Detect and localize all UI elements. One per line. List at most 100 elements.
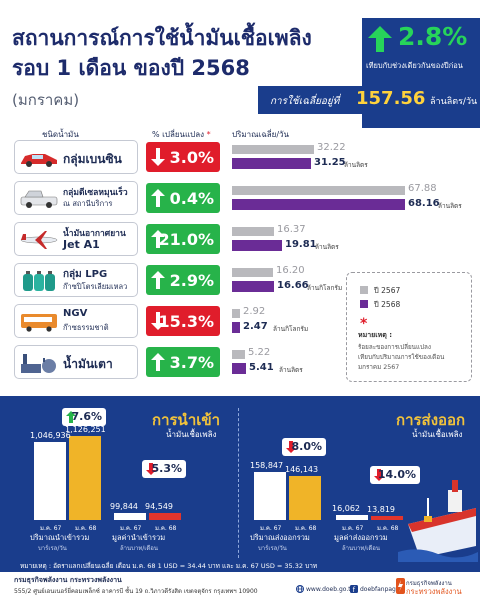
average-usage-value: 157.56: [356, 88, 426, 109]
exchange-rate-note: หมายเหตุ : อัตราแลกเปลี่ยนเฉลี่ย เดือน ม…: [20, 562, 318, 570]
value-jan-68: 94,549: [145, 502, 173, 511]
comparison-caption: เทียบกับช่วงเดียวกันของปีก่อน: [366, 61, 463, 70]
change-value: 7.6%: [71, 410, 102, 423]
export-subtitle: น้ำมันเชื้อเพลิง: [412, 430, 463, 439]
column-header-change-label: % เปลี่ยนแปลง: [152, 130, 205, 139]
arrow-down-icon: [151, 148, 165, 166]
ministry-logo-text-1: กรมธุรกิจพลังงาน: [406, 580, 452, 587]
note-line: มกราคม 2567: [358, 364, 400, 371]
value-2568: 2.47: [243, 321, 268, 332]
fuel-subname: Jet A1: [63, 238, 100, 251]
bar-jan-67: [34, 442, 66, 520]
note-star: *: [360, 316, 368, 332]
facebook-link[interactable]: doebfanpage: [360, 586, 400, 593]
panel-divider: [238, 408, 239, 558]
page-title-line1: สถานการณ์การใช้น้ำมันเชื้อเพลิง: [12, 26, 312, 50]
x-label-jan-67: ม.ค. 67: [260, 525, 282, 532]
value-2568: 31.25: [314, 157, 346, 168]
change-value: 21.0%: [158, 230, 214, 249]
column-header-change: % เปลี่ยนแปลง *: [152, 128, 211, 141]
website-link[interactable]: www.doeb.go.th: [306, 586, 355, 593]
group-sublabel: บาร์เรล/วัน: [258, 545, 287, 552]
group-label: มูลค่านำเข้ารวม: [112, 533, 166, 542]
bar-2567: [232, 227, 274, 236]
arrow-up-icon: [151, 230, 165, 248]
average-usage-banner: [258, 86, 480, 114]
fuel-card: NGV ก๊าซธรรมชาติ: [14, 304, 138, 338]
fuel-name: กลุ่มเบนซิน: [63, 152, 122, 166]
value-jan-67: 99,844: [110, 502, 138, 511]
bar-2567: [232, 186, 405, 195]
column-header-change-star: *: [206, 130, 211, 139]
legend-label-2567: ปี 2567: [374, 286, 401, 295]
ministry-logo-icon: [396, 578, 405, 594]
change-badge: 7.6%: [62, 408, 106, 426]
fuel-subname: ก๊าซธรรมชาติ: [63, 323, 109, 332]
x-label-jan-68: ม.ค. 68: [75, 525, 97, 532]
note-line: ร้อยละของการเปลี่ยนแปลง: [358, 344, 431, 351]
change-value: 15.3%: [158, 312, 214, 331]
bar-jan-68: [371, 516, 403, 520]
facebook-icon: f: [350, 585, 358, 593]
value-2567: 16.37: [277, 224, 306, 235]
car-icon: [21, 154, 57, 167]
value-2567: 2.92: [243, 306, 266, 317]
page-title-line2: รอบ 1 เดือน ของปี 2568: [12, 56, 250, 80]
change-value: 8.0%: [291, 440, 322, 453]
value-2567: 32.22: [317, 142, 346, 153]
import-title: การนำเข้า: [152, 411, 221, 429]
group-sublabel: ล้านบาท/เดือน: [120, 545, 158, 552]
x-label-jan-67: ม.ค. 67: [40, 525, 62, 532]
pickup-truck-icon: [20, 190, 58, 208]
page-title-month: (มกราคม): [12, 91, 80, 109]
bus-icon: [21, 314, 57, 332]
footer-org: กรมธุรกิจพลังงาน กระทรวงพลังงาน: [14, 576, 122, 584]
fuel-card: กลุ่มเบนซิน: [14, 140, 138, 174]
change-badge: 0.4%: [146, 183, 220, 213]
legend-label-2568: ปี 2568: [374, 300, 401, 309]
value-jan-67: 1,046,936: [30, 431, 71, 440]
value-2567: 16.20: [276, 265, 305, 276]
note-line: เทียบกับปริมาณการใช้ของเดือน: [358, 354, 445, 361]
ministry-logo-text-2: กระทรวงพลังงาน: [406, 587, 462, 596]
arrow-up-icon: [368, 26, 392, 52]
fuel-name: น้ำมันอากาศยาน: [63, 229, 126, 239]
change-badge: 2.9%: [146, 265, 220, 295]
bar-jan-68: [149, 513, 181, 520]
value-jan-68: 13,819: [367, 505, 395, 514]
x-label-jan-68: ม.ค. 68: [295, 525, 317, 532]
bar-2567: [232, 268, 273, 277]
value-jan-67: 16,062: [332, 504, 360, 513]
arrow-down-icon: [286, 441, 296, 453]
arrow-down-icon: [374, 469, 384, 481]
arrow-up-icon: [151, 353, 165, 371]
bar-2567: [232, 145, 314, 154]
x-label-jan-68: ม.ค. 68: [155, 525, 177, 532]
column-header-volume: ปริมาณเฉลี่ย/วัน: [232, 130, 289, 139]
fuel-card: กลุ่ม LPG ก๊าซปิโตรเลียมเหลว: [14, 263, 138, 297]
unit-label: ล้านกิโลกรัม: [273, 325, 309, 333]
group-label: ปริมาณนำเข้ารวม: [30, 533, 90, 542]
bar-2568: [232, 199, 405, 210]
bar-2568: [232, 158, 311, 169]
change-value: 2.9%: [169, 271, 214, 290]
value-2567: 67.88: [408, 183, 437, 194]
group-label: ปริมาณส่งออกรวม: [250, 533, 310, 542]
column-header-fuel: ชนิดน้ำมัน: [42, 130, 79, 139]
bar-2568: [232, 322, 240, 333]
change-badge: 21.0%: [146, 224, 220, 254]
fuel-name: กลุ่มดีเซลหมุนเร็ว: [63, 188, 128, 198]
unit-label: ล้านลิตร: [344, 161, 368, 169]
import-subtitle: น้ำมันเชื้อเพลิง: [166, 430, 217, 439]
arrow-up-icon: [151, 271, 165, 289]
change-badge: 14.0%: [370, 466, 420, 484]
arrow-up-icon: [151, 189, 165, 207]
bar-jan-68: [69, 436, 101, 520]
note-title: หมายเหตุ :: [358, 331, 393, 339]
arrow-down-icon: [146, 463, 156, 475]
bar-jan-67: [114, 513, 146, 520]
airplane-icon: [20, 231, 58, 249]
gas-cylinder-icon: [23, 271, 55, 291]
value-2568: 68.16: [408, 198, 440, 209]
change-value: 5.3%: [151, 462, 182, 475]
